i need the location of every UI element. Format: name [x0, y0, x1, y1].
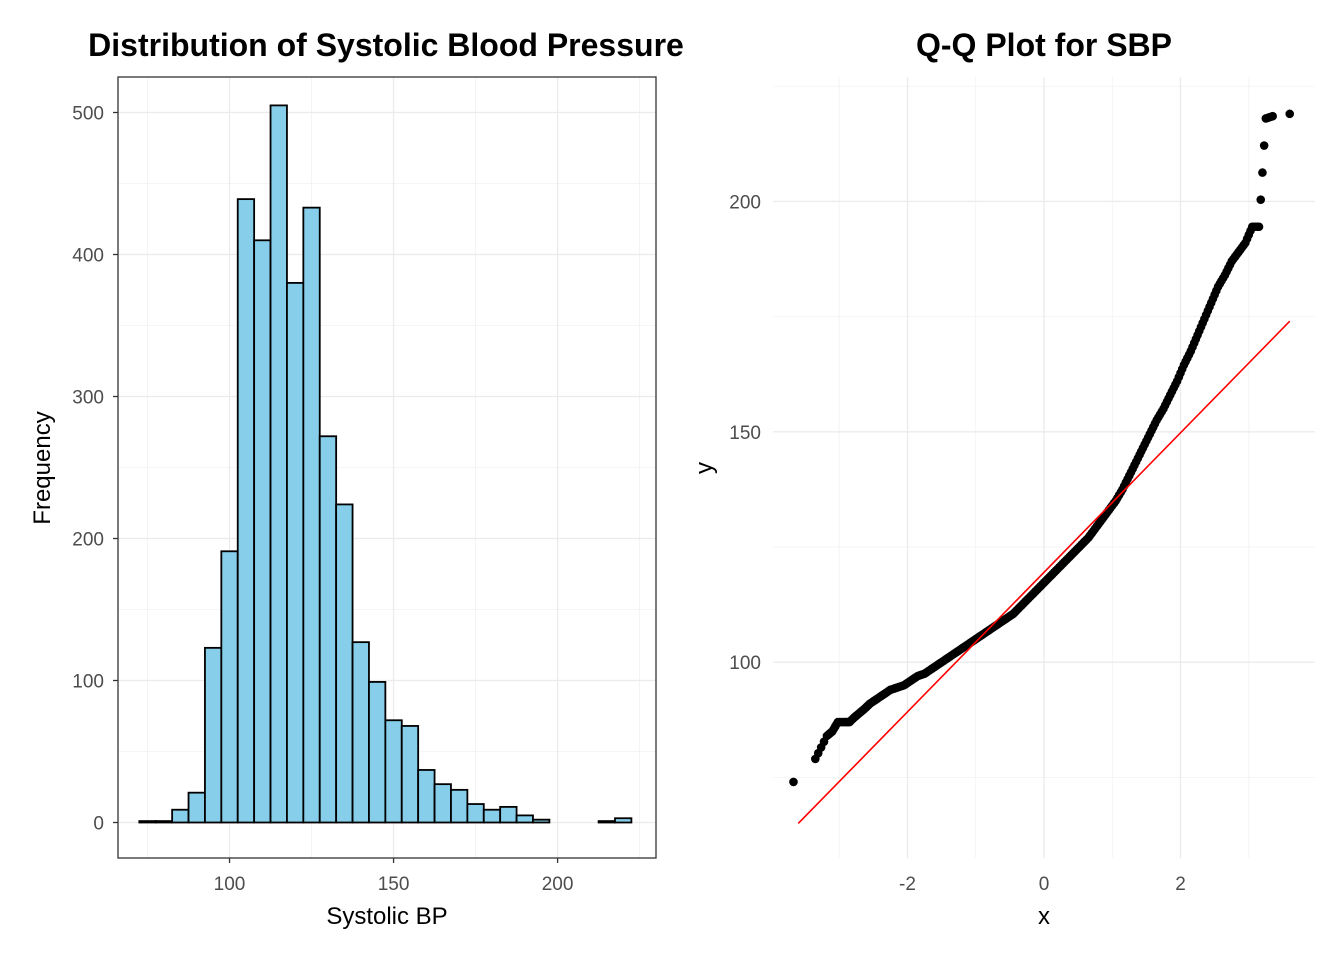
qq-point-fill — [1136, 447, 1146, 456]
qq-x-tick-label: -2 — [899, 874, 916, 895]
qq-point-fill — [1259, 141, 1269, 150]
histogram-bar — [154, 820, 174, 824]
qq-point-fill — [1256, 195, 1266, 204]
histogram-bar — [335, 503, 354, 824]
histogram-bar — [400, 725, 420, 824]
histogram-chart: Distribution of Systolic Blood Pressure … — [29, 27, 684, 930]
histogram-bar — [614, 817, 633, 824]
histogram-y-axis-label: Frequency — [29, 411, 56, 524]
qq-point-fill — [1239, 240, 1248, 250]
histogram-bar — [236, 198, 256, 824]
histogram-bar — [417, 769, 436, 824]
histogram-bar — [499, 805, 518, 824]
qq-point-fill — [1164, 394, 1173, 403]
qq-reference-line — [797, 320, 1291, 825]
histogram-bar — [466, 803, 485, 824]
histogram-bars — [138, 104, 633, 824]
qq-point-fill — [1191, 334, 1201, 344]
qq-x-tick-label: 2 — [1175, 874, 1186, 895]
qq-plot-grid — [773, 77, 1315, 858]
qq-point-fill — [1143, 433, 1153, 442]
histogram-bar — [433, 783, 452, 824]
qq-point-fill — [1130, 460, 1139, 470]
histogram-bar — [351, 641, 370, 824]
histogram-y-tick-label: 100 — [72, 672, 104, 693]
histogram-x-tick-label: 200 — [542, 874, 574, 895]
qq-point-fill — [1205, 302, 1214, 312]
qq-point-fill — [1253, 222, 1262, 232]
histogram-bar — [318, 435, 338, 824]
histogram-bar — [597, 820, 616, 824]
qq-point — [789, 777, 798, 787]
histogram-bar — [482, 808, 502, 824]
qq-point-fill — [1116, 487, 1126, 497]
qq-x-tick-label: 0 — [1039, 874, 1050, 895]
histogram-bar — [171, 808, 190, 824]
qq-plot-y-axis-label: y — [691, 462, 718, 474]
histogram-bar — [253, 239, 272, 824]
qq-point-fill — [1258, 168, 1267, 177]
histogram-bar — [450, 788, 469, 824]
qq-point-fill — [1198, 318, 1208, 328]
qq-point-fill — [1266, 112, 1276, 122]
qq-plot-points — [789, 109, 1295, 787]
histogram-x-tick-label: 100 — [214, 874, 246, 895]
qq-point — [1285, 109, 1295, 119]
qq-point-fill — [1212, 286, 1221, 295]
histogram-panel-border — [117, 76, 657, 859]
qq-point-fill — [1157, 407, 1167, 416]
histogram-bar — [138, 820, 157, 824]
histogram-bar — [269, 104, 288, 824]
histogram-bar — [515, 814, 534, 824]
histogram-bar — [384, 719, 403, 824]
histogram-y-tick-label: 200 — [72, 530, 104, 551]
qq-y-tick-label: 200 — [729, 192, 761, 213]
qq-point-fill — [1218, 273, 1228, 283]
histogram-bar — [302, 206, 321, 824]
histogram-y-tick-label: 300 — [72, 388, 104, 409]
histogram-x-tick-label: 150 — [378, 874, 410, 895]
histogram-y-tick-label: 0 — [93, 814, 104, 835]
histogram-bar — [220, 550, 239, 824]
qq-plot-chart: Q-Q Plot for SBP -2 0 2 100 150 200 x y — [691, 27, 1315, 930]
qq-y-tick-label: 150 — [729, 423, 761, 444]
histogram-bar — [204, 646, 223, 824]
qq-plot-ticks: -2 0 2 100 150 200 — [729, 192, 1186, 895]
qq-point-fill — [1177, 364, 1187, 374]
qq-plot-x-axis-label: x — [1038, 903, 1050, 930]
qq-plot-title: Q-Q Plot for SBP — [916, 27, 1172, 63]
histogram-ticks: 100 150 200 0 100 200 300 400 500 — [72, 104, 573, 896]
qq-y-tick-label: 100 — [729, 653, 761, 674]
histogram-y-tick-label: 400 — [72, 246, 104, 267]
qq-point-fill — [1171, 380, 1180, 389]
qq-point-fill — [1184, 350, 1194, 359]
qq-point-fill — [1150, 419, 1160, 429]
qq-point-fill — [819, 737, 829, 746]
histogram-title: Distribution of Systolic Blood Pressure — [88, 27, 684, 63]
histogram-y-tick-label: 500 — [72, 104, 104, 125]
histogram-bar — [532, 818, 551, 824]
qq-point-fill — [1123, 474, 1132, 484]
histogram-bar — [187, 791, 206, 824]
histogram-bar — [368, 681, 387, 824]
histogram-bar — [286, 281, 305, 824]
histogram-x-axis-label: Systolic BP — [326, 903, 447, 930]
